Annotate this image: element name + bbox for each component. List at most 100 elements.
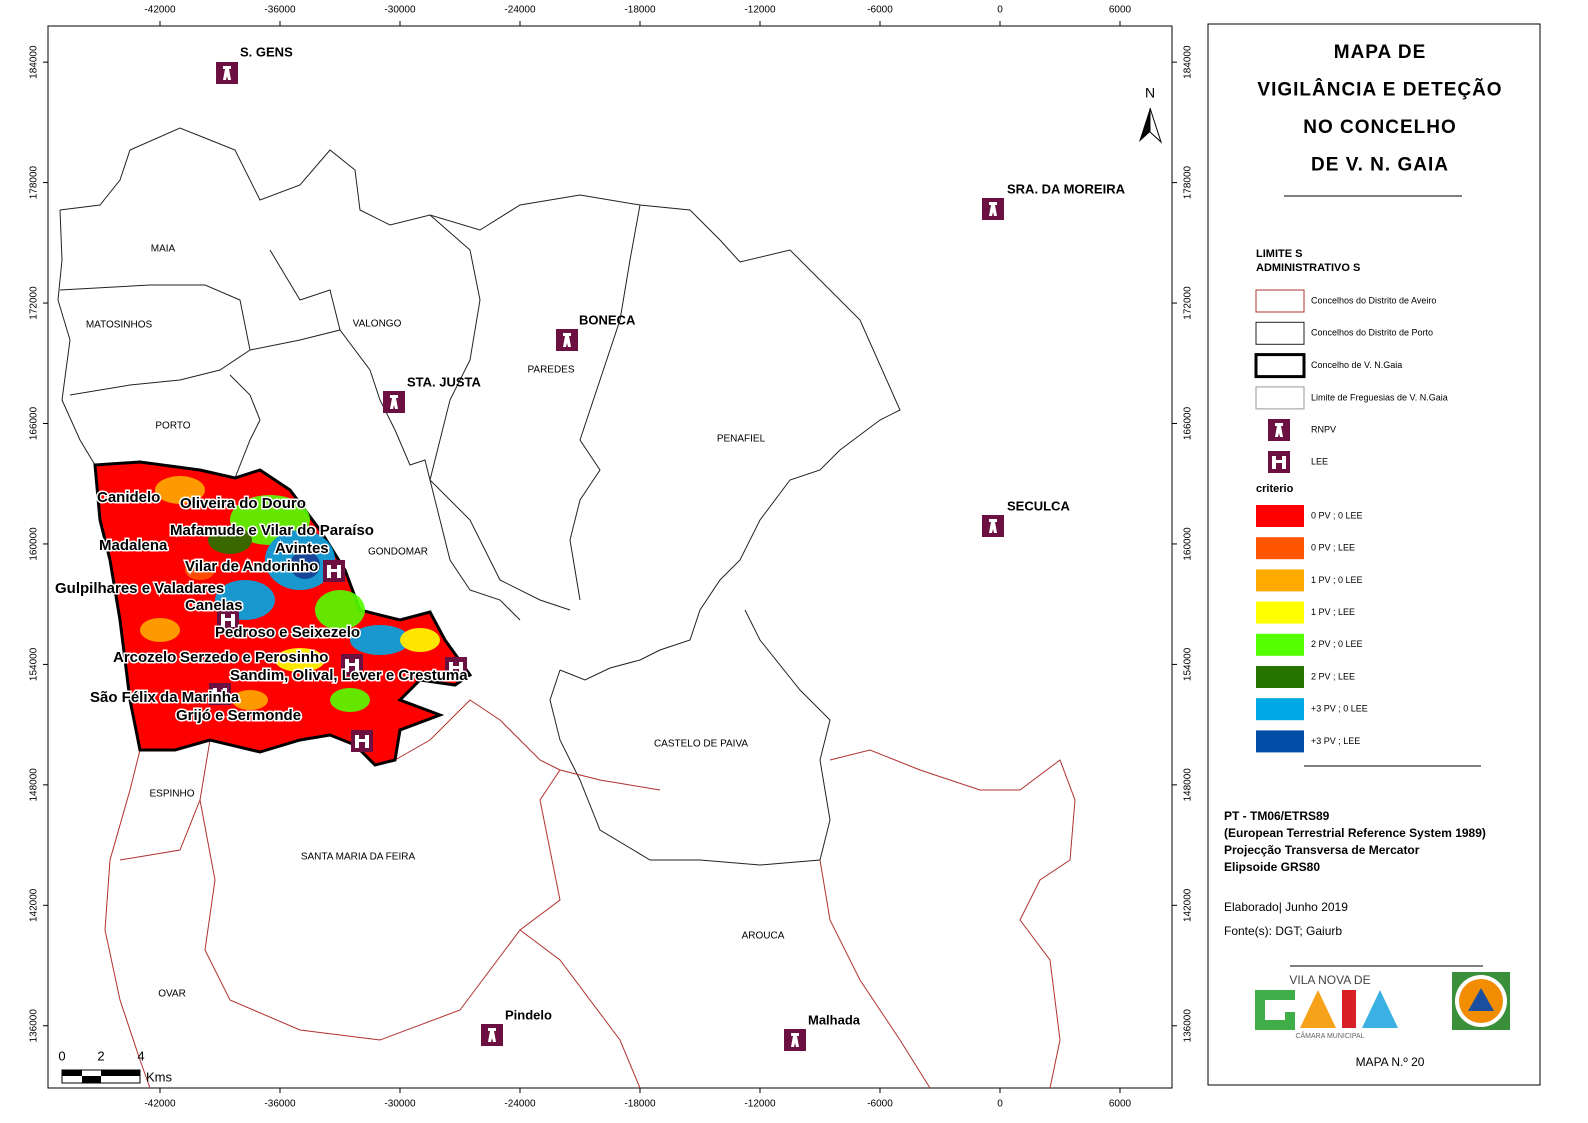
parish-label: Arcozelo [113, 649, 176, 666]
x-tick-label: 0 [997, 5, 1003, 16]
legend-section: ADMINISTRATIVO S [1256, 262, 1360, 274]
legend-swatch [1256, 537, 1304, 560]
porto-boundary [57, 209, 96, 466]
y-tick-label: 148000 [29, 768, 40, 802]
legend-label: Concelhos do Distrito de Aveiro [1311, 295, 1436, 305]
logo-text: VILA NOVA DE [1289, 973, 1370, 987]
parish-label: São Félix da Marinha [90, 689, 240, 706]
municipality-label: OVAR [158, 989, 186, 1000]
parish-label: Madalena [99, 537, 168, 554]
station-label: STA. JUSTA [407, 374, 482, 389]
civil-protection-logo [1452, 972, 1510, 1030]
municipality-label: ESPINHO [149, 789, 194, 800]
rnpv-icon [982, 198, 1004, 220]
legend-swatch [1256, 698, 1304, 721]
y-tick-label: 148000 [1183, 768, 1194, 802]
y-tick-label: 172000 [1183, 286, 1194, 320]
municipality-label: SANTA MARIA DA FEIRA [301, 852, 416, 863]
porto-boundary [429, 214, 571, 611]
y-tick-label: 178000 [1183, 165, 1194, 199]
rnpv-icon [383, 391, 405, 413]
scale-unit: Kms [146, 1069, 173, 1084]
parish-label: Canelas [185, 597, 243, 614]
x-tick-label: -42000 [144, 1099, 176, 1110]
legend-title: DE V. N. GAIA [1311, 155, 1449, 176]
scale-bar [101, 1070, 140, 1076]
parish-label: Pedroso e Seixezelo [215, 624, 360, 641]
rnpv-icon [982, 515, 1004, 537]
y-tick-label: 166000 [1183, 406, 1194, 440]
legend-swatch [1256, 633, 1304, 656]
legend-section: LIMITE S [1256, 248, 1302, 260]
station-label: Pindelo [505, 1007, 552, 1022]
legend-label: 1 PV ; LEE [1311, 607, 1355, 617]
x-tick-label: -36000 [264, 5, 296, 16]
legend-swatch [1255, 386, 1305, 410]
y-tick-label: 136000 [29, 1009, 40, 1043]
legend-label: 0 PV ; 0 LEE [1311, 510, 1363, 520]
municipality-label: VALONGO [353, 319, 402, 330]
x-tick-label: -24000 [504, 5, 536, 16]
scale-label: 2 [97, 1048, 104, 1063]
porto-boundary [549, 609, 831, 866]
x-tick-label: -30000 [384, 5, 416, 16]
legend-swatch [1254, 353, 1306, 379]
legend-swatch [1256, 730, 1304, 753]
x-tick-label: -42000 [144, 5, 176, 16]
north-label: N [1145, 85, 1155, 101]
municipality-label: PAREDES [527, 365, 574, 376]
parish-label: Avintes [275, 540, 329, 557]
parish-label: Grijó e Sermonde [176, 707, 301, 724]
porto-boundary [269, 249, 341, 331]
municipality-label: AROUCA [742, 931, 785, 942]
rnpv-icon [481, 1024, 503, 1046]
y-tick-label: 154000 [1183, 647, 1194, 681]
legend-section: criterio [1256, 483, 1294, 495]
station-label: BONECA [579, 312, 636, 327]
scale-bar [82, 1076, 101, 1083]
projection-text: (European Terrestrial Reference System 1… [1224, 826, 1486, 840]
x-tick-label: -12000 [744, 5, 776, 16]
gaia-logo [1255, 990, 1398, 1030]
legend-label: 0 PV ; LEE [1311, 543, 1355, 553]
y-tick-label: 184000 [29, 45, 40, 79]
y-tick-label: 184000 [1183, 45, 1194, 79]
legend-label: RNPV [1311, 424, 1336, 434]
aveiro-boundary [394, 699, 561, 771]
north-arrow [1139, 108, 1150, 142]
legend-title: MAPA DE [1334, 42, 1427, 63]
rnpv-icon [556, 329, 578, 351]
legend-swatch [1256, 601, 1304, 624]
x-tick-label: 6000 [1109, 1099, 1132, 1110]
x-tick-label: -18000 [624, 5, 656, 16]
parish-label: Vilar de Andorinho [185, 558, 318, 575]
date-text: Elaborado| Junho 2019 [1224, 900, 1348, 914]
legend-label: 1 PV ; 0 LEE [1311, 575, 1363, 585]
y-tick-label: 136000 [1183, 1009, 1194, 1043]
x-tick-label: -18000 [624, 1099, 656, 1110]
legend-label: 2 PV ; 0 LEE [1311, 639, 1363, 649]
station-label: SECULCA [1007, 498, 1070, 513]
legend-label: +3 PV ; 0 LEE [1311, 704, 1368, 714]
legend-label: 2 PV ; LEE [1311, 671, 1355, 681]
north-arrow [1149, 107, 1163, 144]
station-label: SRA. DA MOREIRA [1007, 181, 1126, 196]
rnpv-icon [784, 1029, 806, 1051]
projection-text: PT - TM06/ETRS89 [1224, 809, 1330, 823]
parish-label: Canidelo [97, 489, 160, 506]
parish-label: Mafamude e Vilar do Paraíso [170, 522, 374, 539]
porto-boundary [59, 127, 901, 681]
y-tick-label: 160000 [29, 527, 40, 561]
boundaries [57, 127, 1076, 1089]
municipality-label: GONDOMAR [368, 547, 428, 558]
municipality-label: CASTELO DE PAIVA [654, 739, 748, 750]
legend-swatch [1256, 505, 1304, 527]
aveiro-boundary [829, 749, 1076, 1089]
y-tick-label: 166000 [29, 406, 40, 440]
municipality-label: MATOSINHOS [86, 320, 153, 331]
projection-text: Elipsoide GRS80 [1224, 860, 1320, 874]
scale-label: 0 [58, 1048, 65, 1063]
municipality-label: PENAFIEL [717, 434, 766, 445]
legend-label: Limite de Freguesias de V. N.Gaia [1311, 392, 1448, 402]
